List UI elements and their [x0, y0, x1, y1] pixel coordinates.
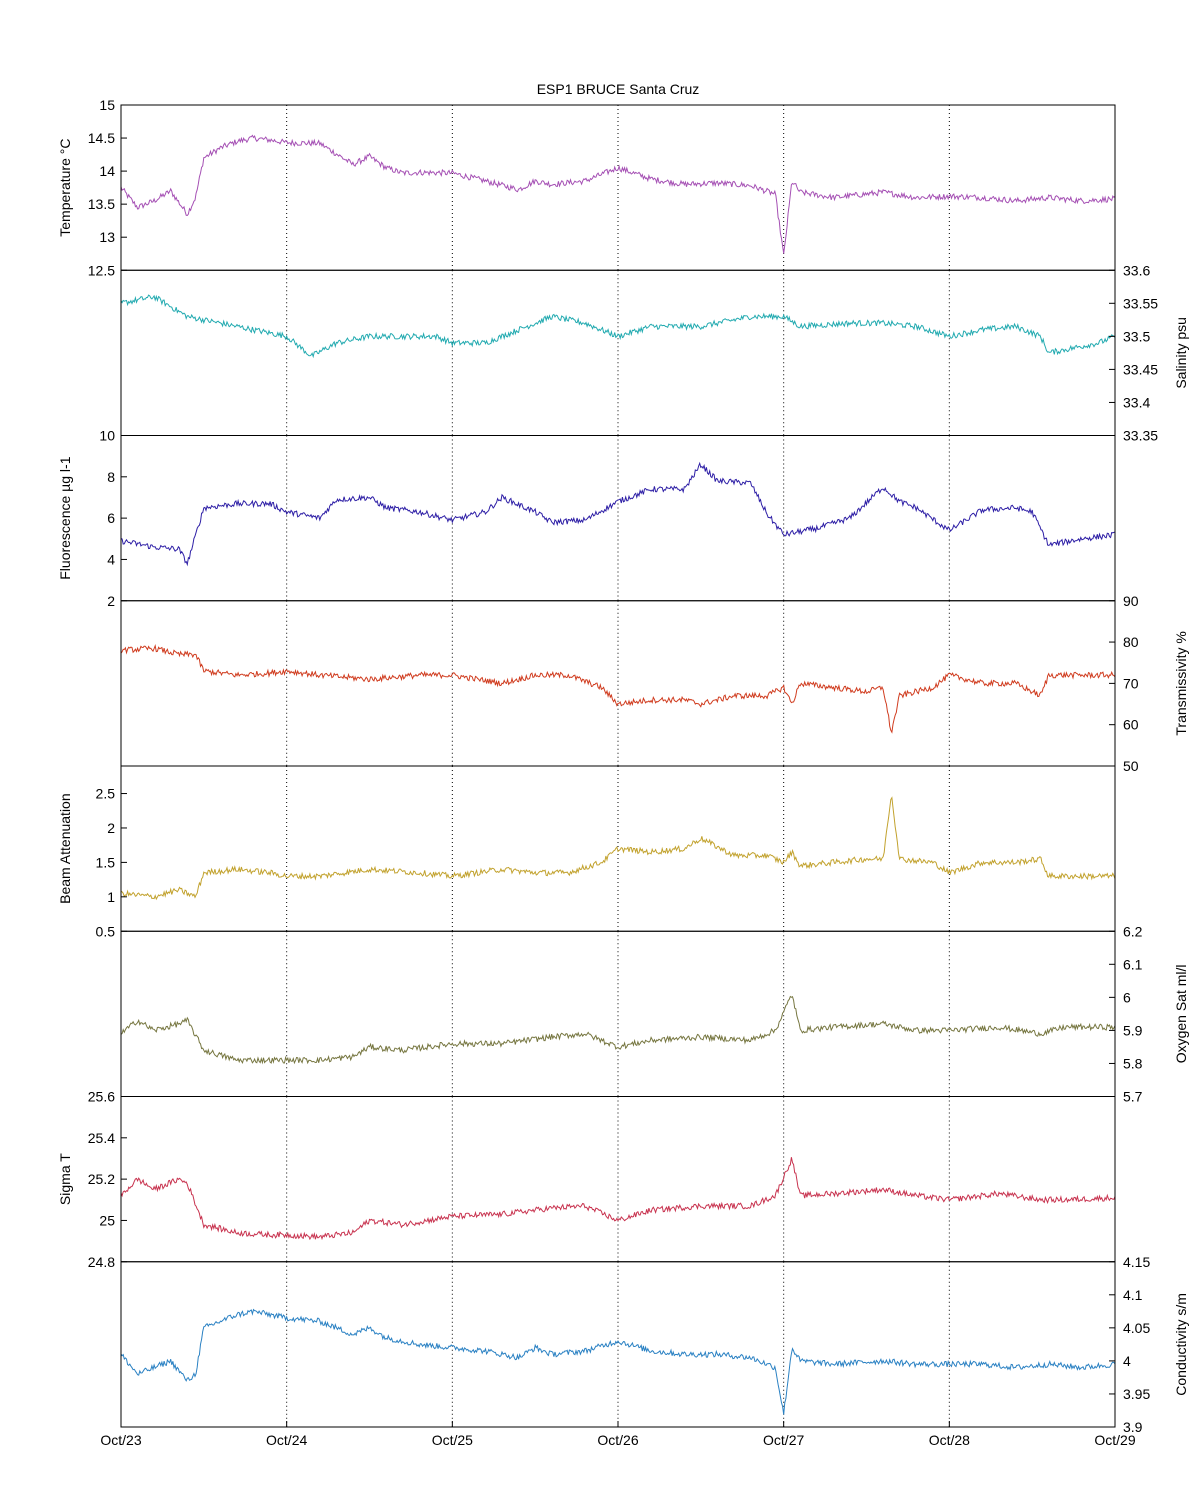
y-tick-label: 70	[1123, 675, 1139, 691]
y-tick-label: 5.9	[1123, 1022, 1143, 1038]
series-line-beam_attenuation	[120, 796, 1116, 901]
y-tick-label: 80	[1123, 634, 1139, 650]
panel-fluorescence: 2 4 6 8 10 Fluorescence µg l-1	[57, 428, 1116, 609]
series-line-temperature	[120, 134, 1116, 254]
y-tick-label: 3.9	[1123, 1419, 1143, 1435]
panel-conductivity: 3.9 3.95 4 4.05 4.1 4.15 Conductivity s/m	[120, 1254, 1189, 1435]
y-tick-label: 6.2	[1123, 923, 1143, 939]
y-tick-label: 0.5	[96, 923, 116, 939]
y-tick-label: 33.4	[1123, 394, 1150, 410]
y-tick-label: 50	[1123, 758, 1139, 774]
y-axis-label: Transmissivity %	[1173, 631, 1189, 736]
y-tick-label: 13	[99, 229, 115, 245]
x-axis: Oct/23 Oct/24 Oct/25 Oct/26 Oct/27 Oct/28 Oct/…	[100, 1421, 1136, 1448]
y-tick-label: 3.95	[1123, 1386, 1150, 1402]
y-tick-label: 8	[107, 469, 115, 485]
y-tick-label: 14	[99, 163, 115, 179]
panel-beam_attenuation: 0.5 1 1.5 2 2.5 Beam Attenuation	[57, 765, 1116, 939]
x-tick-label: Oct/25	[432, 1432, 473, 1448]
y-tick-label: 6	[1123, 989, 1131, 1005]
chart-title: ESP1 BRUCE Santa Cruz	[537, 81, 700, 97]
series-line-sigma_t	[120, 1157, 1116, 1241]
series-line-salinity	[120, 294, 1116, 359]
y-tick-label: 14.5	[88, 130, 115, 146]
x-tick-label: Oct/26	[597, 1432, 638, 1448]
y-axis-label: Beam Attenuation	[57, 793, 73, 904]
x-tick-label: Oct/27	[763, 1432, 804, 1448]
y-tick-label: 25.2	[88, 1171, 115, 1187]
x-tick-label: Oct/29	[1094, 1432, 1135, 1448]
y-tick-label: 4.15	[1123, 1254, 1150, 1270]
panel-oxygen_sat: 5.7 5.8 5.9 6 6.1 6.2 Oxygen Sat ml/l	[120, 923, 1189, 1105]
y-tick-label: 60	[1123, 717, 1139, 733]
y-axis-label: Conductivity s/m	[1173, 1293, 1189, 1396]
y-tick-label: 6	[107, 510, 115, 526]
y-tick-label: 1.5	[96, 854, 116, 870]
y-tick-label: 25.6	[88, 1089, 115, 1105]
y-axis-label: Oxygen Sat ml/l	[1173, 964, 1189, 1063]
x-tick-label: Oct/23	[100, 1432, 141, 1448]
panel-temperature: 12.5 13 13.5 14 14.5 15 Temperature °C	[57, 97, 1116, 278]
y-axis-label: Fluorescence µg l-1	[57, 456, 73, 579]
y-tick-label: 4.1	[1123, 1287, 1143, 1303]
y-tick-label: 25.4	[88, 1130, 115, 1146]
y-tick-label: 13.5	[88, 196, 115, 212]
y-tick-label: 4	[107, 551, 115, 567]
y-tick-label: 4	[1123, 1353, 1131, 1369]
y-tick-label: 15	[99, 97, 115, 113]
panel-salinity: 33.35 33.4 33.45 33.5 33.55 33.6 Salinity psu	[120, 262, 1189, 444]
y-tick-label: 25	[99, 1212, 115, 1228]
y-tick-label: 2	[107, 593, 115, 609]
y-tick-label: 4.05	[1123, 1320, 1150, 1336]
y-tick-label: 6.1	[1123, 956, 1143, 972]
x-tick-label: Oct/28	[929, 1432, 970, 1448]
y-axis-label: Sigma T	[57, 1153, 73, 1205]
y-tick-label: 24.8	[88, 1254, 115, 1270]
y-tick-label: 10	[99, 428, 115, 444]
y-tick-label: 33.6	[1123, 262, 1150, 278]
y-tick-label: 12.5	[88, 262, 115, 278]
panel-sigma_t: 24.8 25 25.2 25.4 25.6 Sigma T	[57, 1089, 1116, 1270]
y-tick-label: 2	[107, 820, 115, 836]
y-axis-label: Salinity psu	[1173, 317, 1189, 389]
y-tick-label: 33.35	[1123, 428, 1158, 444]
y-tick-label: 90	[1123, 593, 1139, 609]
y-tick-label: 2.5	[96, 786, 116, 802]
series-line-oxygen_sat	[120, 995, 1116, 1065]
y-tick-label: 33.45	[1123, 361, 1158, 377]
series-line-transmissivity	[120, 644, 1116, 734]
y-tick-label: 33.5	[1123, 328, 1150, 344]
y-tick-label: 33.55	[1123, 295, 1158, 311]
y-tick-label: 1	[107, 889, 115, 905]
y-tick-label: 5.8	[1123, 1055, 1143, 1071]
y-tick-label: 5.7	[1123, 1089, 1143, 1105]
series-line-conductivity	[120, 1308, 1116, 1415]
panel-transmissivity: 50 60 70 80 90 Transmissivity %	[120, 593, 1189, 774]
series-line-fluorescence	[120, 461, 1116, 567]
x-tick-label: Oct/24	[266, 1432, 307, 1448]
y-axis-label: Temperature °C	[57, 139, 73, 237]
